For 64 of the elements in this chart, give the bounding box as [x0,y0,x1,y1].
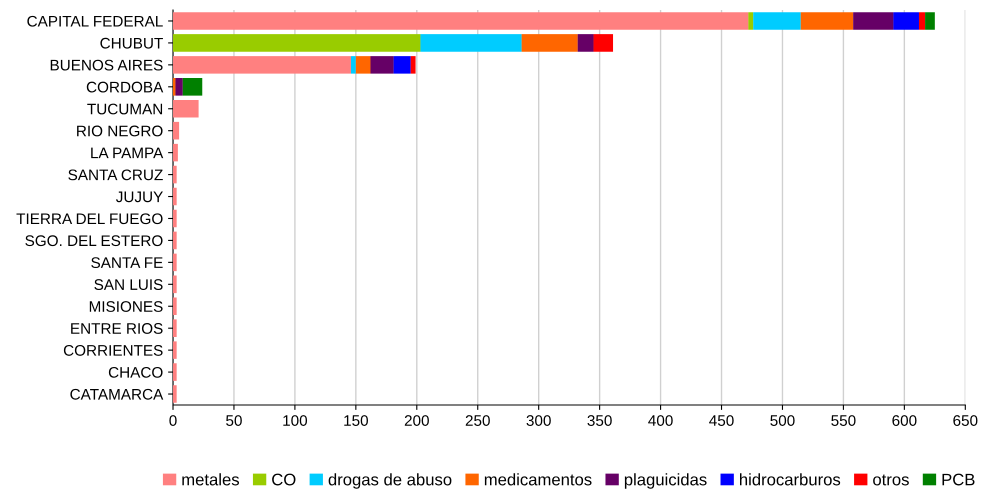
legend-label: plaguicidas [624,473,707,489]
bar [175,78,183,96]
legend-label: PCB [942,474,975,486]
legend-label: medicamentos [484,473,592,486]
bar [370,56,394,74]
x-tick-label: 400 [648,415,673,426]
y-tick-label: SGO. DEL ESTERO [25,235,163,246]
x-tick-label: 650 [953,415,978,426]
y-tick-label: CHACO [108,366,163,378]
y-tick-label: SAN LUIS [94,279,163,290]
x-tick-label: 600 [892,415,917,426]
y-tick-label: BUENOS AIRES [50,60,163,71]
bar [394,56,411,74]
bar [925,12,935,30]
x-tick-label: 0 [169,415,177,426]
legend-label: CO [272,474,296,486]
bar [173,100,199,118]
x-tick-label: 350 [587,415,612,426]
y-tick-label: ENTRE RIOS [71,323,163,334]
bar [578,34,594,52]
bar [748,12,754,30]
legend-label: otros [873,474,909,486]
bar [800,12,854,30]
y-tick-label: TUCUMAN [87,104,162,114]
bar [350,56,356,74]
bar [594,34,614,52]
bar [753,12,801,30]
x-tick-label: 150 [344,415,368,426]
x-tick-label: 450 [709,415,734,426]
y-tick-label: SANTA CRUZ [68,169,163,180]
bar [173,122,180,140]
x-tick-label: 50 [226,415,242,426]
bar [173,144,178,162]
bar [410,56,416,74]
y-tick-label: CORRIENTES [64,345,163,356]
legend-label: hidrocarburos [740,473,840,486]
y-tick-label: CAPITAL FEDERAL [27,16,163,27]
bar [420,34,522,52]
bar [182,78,202,96]
bar [173,12,748,30]
y-tick-label: TIERRA DEL FUEGO [16,213,163,224]
bar [356,56,370,74]
x-tick-label: 300 [526,415,551,426]
x-tick-label: 500 [770,415,795,426]
bar [853,12,894,30]
x-tick-label: 100 [283,415,308,426]
legend-label: drogas de abuso [328,473,452,489]
bar [173,56,351,74]
y-tick-label: CORDOBA [86,82,164,92]
bar [173,34,420,52]
bar [522,34,578,52]
bar [918,12,926,30]
x-tick-label: 250 [466,415,490,426]
y-tick-label: CATAMARCA [70,388,164,400]
y-tick-label: MISIONES [90,301,163,312]
y-tick-label: LA PAMPA [91,148,164,158]
y-tick-label: SANTA FE [91,257,163,268]
x-tick-label: 550 [831,415,856,426]
legend-label: metales [182,473,239,486]
bar [893,12,919,30]
y-tick-label: CHUBUT [100,38,163,49]
y-tick-label: JUJUY [116,192,163,202]
y-tick-label: RIO NEGRO [77,126,163,136]
x-tick-label: 200 [404,415,429,426]
